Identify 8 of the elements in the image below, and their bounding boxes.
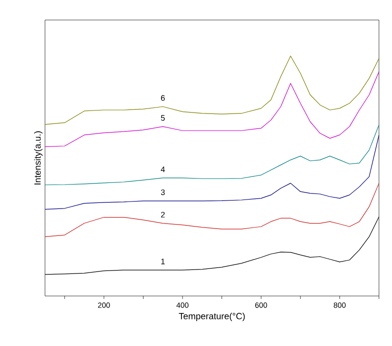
series-label: 3: [160, 189, 165, 196]
series-label: 5: [160, 115, 165, 121]
x-axis-title: Temperature(°C): [178, 312, 245, 322]
series-label: 2: [161, 212, 165, 218]
y-axis-title: Intensity(a.u.): [34, 131, 42, 184]
series-label: 6: [161, 95, 165, 101]
series-label: 1: [161, 258, 165, 264]
series-label: 4: [160, 166, 165, 172]
